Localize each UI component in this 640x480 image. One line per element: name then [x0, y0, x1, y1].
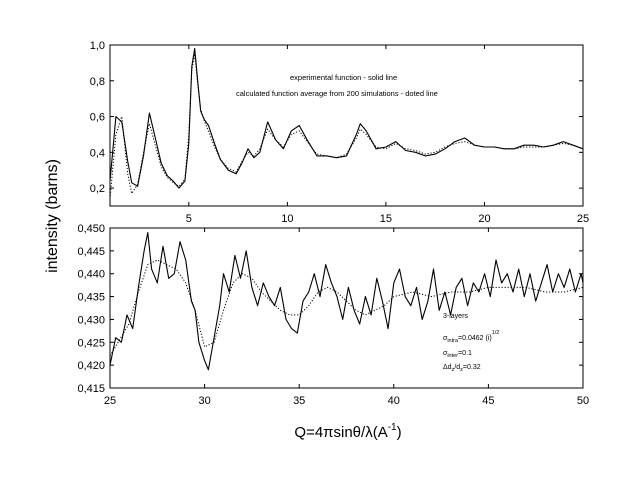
y-tick-label: 0,2 — [90, 183, 105, 195]
top-annotation-calculated: calculated function average from 200 sim… — [236, 89, 438, 98]
x-tick-label: 25 — [104, 395, 116, 407]
y-tick-label: 0,4 — [90, 147, 105, 159]
x-tick-label: 10 — [281, 213, 293, 225]
bottom-annotation-sigma-intra: σintra=0.0462 (i)1/2 — [443, 330, 499, 344]
sigma-intra-subscript: intra — [447, 338, 459, 344]
x-tick-label: 20 — [478, 213, 490, 225]
x-axis-title: Q=4πsinθ/λ(A-1) — [294, 422, 401, 441]
x-tick-label: 15 — [380, 213, 392, 225]
bottom-series — [109, 232, 584, 371]
y-tick-label: 0,430 — [77, 314, 105, 326]
bottom-annotation-layers: 3-layers — [443, 313, 468, 320]
y-tick-label: 0,425 — [77, 337, 105, 349]
x-axis-title-superscript: -1 — [388, 422, 397, 433]
x-tick-label: 30 — [198, 395, 210, 407]
x-tick-label: 5 — [186, 213, 192, 225]
x-axis-title-close: ) — [397, 424, 402, 441]
x-tick-label: 40 — [388, 395, 400, 407]
experimental-series-line — [109, 48, 584, 189]
y-tick-label: 1,0 — [90, 40, 105, 52]
x-tick-label: 35 — [293, 395, 305, 407]
calculated-series-line — [109, 259, 584, 357]
sigma-intra-value: =0.0462 (i) — [458, 335, 492, 342]
bottom-ticks: 25 30 35 40 45 50 0,415 0,420 0,425 0,430 0,435 0,4… — [77, 223, 589, 407]
y-tick-label: 0,415 — [77, 383, 105, 395]
top-plot-frame — [109, 44, 584, 207]
top-ticks: 5 10 15 20 25 0,2 0,4 0,6 0,8 1,0 — [90, 40, 589, 225]
y-axis-title: intensity (barns) — [44, 159, 61, 273]
bottom-annotation-sigma-inter: σinter=0.1 — [443, 350, 472, 359]
delta-middle: /d — [454, 364, 460, 371]
x-tick-label: 45 — [482, 395, 494, 407]
y-tick-label: 0,440 — [77, 269, 105, 281]
sigma-inter-symbol: σ — [443, 350, 448, 357]
delta-subscript-2: z — [460, 367, 463, 373]
y-tick-label: 0,445 — [77, 246, 105, 258]
delta-subscript-1: z — [452, 367, 455, 373]
bottom-plot-frame — [109, 227, 584, 389]
bottom-annotation-delta: Δdz/dz=0.32 — [443, 364, 481, 373]
delta-value: =0.32 — [463, 364, 481, 371]
x-tick-label: 25 — [577, 213, 589, 225]
experimental-series-line — [109, 232, 584, 371]
sigma-inter-subscript: inter — [447, 353, 458, 359]
y-tick-label: 0,450 — [77, 223, 105, 235]
calculated-series-line — [109, 53, 584, 199]
sigma-intra-symbol: σ — [443, 335, 448, 342]
delta-prefix: Δd — [443, 364, 452, 371]
y-tick-label: 0,8 — [90, 76, 105, 88]
y-tick-label: 0,6 — [90, 112, 105, 124]
top-series — [109, 48, 584, 199]
sigma-inter-value: =0.1 — [458, 350, 472, 357]
y-tick-label: 0,435 — [77, 292, 105, 304]
top-annotation-experimental: experimental function - solid line — [290, 73, 397, 82]
sigma-intra-superscript: 1/2 — [492, 330, 500, 336]
y-tick-label: 0,420 — [77, 360, 105, 372]
x-tick-label: 50 — [577, 395, 589, 407]
x-axis-title-main: Q=4πsinθ/λ(A — [294, 424, 387, 441]
